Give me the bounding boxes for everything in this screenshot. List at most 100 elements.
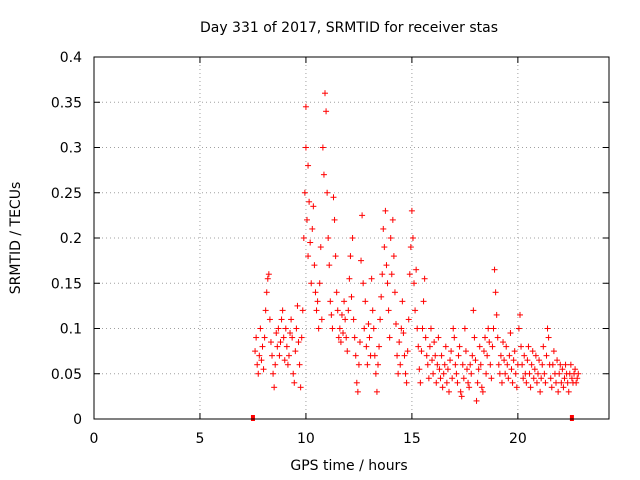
data-point (364, 361, 371, 368)
data-point (266, 316, 273, 323)
data-point (376, 343, 383, 350)
data-point (253, 334, 260, 341)
data-point (386, 334, 393, 341)
data-point (259, 343, 266, 350)
data-point (360, 280, 367, 287)
data-point (354, 388, 361, 395)
data-point (319, 144, 326, 151)
data-point (390, 253, 397, 260)
data-point (324, 189, 331, 196)
data-point (387, 235, 394, 241)
data-point (361, 325, 368, 332)
y-tick-label: 0.2 (60, 231, 82, 247)
data-point (406, 271, 413, 278)
data-point (558, 379, 565, 386)
data-point (378, 293, 385, 300)
data-point (467, 361, 474, 368)
data-point (478, 384, 485, 391)
data-point (275, 325, 282, 332)
x-tick-label: 15 (403, 431, 421, 447)
data-point (483, 370, 490, 377)
data-point (555, 388, 562, 395)
data-point (516, 311, 523, 318)
data-point (254, 361, 261, 368)
data-point (470, 307, 477, 314)
data-point (256, 352, 263, 359)
data-point (368, 275, 375, 282)
data-point (272, 361, 279, 368)
data-point (490, 325, 497, 332)
data-point (310, 203, 317, 210)
data-point (519, 361, 526, 368)
data-point (539, 361, 546, 368)
data-point (330, 194, 337, 201)
data-point (501, 357, 508, 364)
data-point (471, 334, 478, 341)
data-point (358, 257, 365, 264)
data-point (541, 370, 548, 377)
data-point (553, 379, 560, 386)
data-point (489, 343, 496, 350)
data-point (301, 189, 308, 196)
data-point (468, 370, 475, 377)
data-point (523, 379, 530, 386)
data-point (507, 330, 514, 337)
data-point (350, 316, 357, 323)
data-point (466, 384, 473, 391)
data-point (314, 298, 321, 305)
data-point (423, 352, 430, 359)
data-point (315, 325, 322, 332)
data-point (447, 357, 454, 364)
data-point (464, 366, 471, 373)
data-point (327, 298, 334, 305)
data-point (281, 357, 288, 364)
data-point (443, 379, 450, 386)
data-point (373, 388, 380, 395)
data-point (336, 325, 343, 332)
data-point (267, 339, 274, 346)
data-point (575, 370, 582, 377)
data-point (415, 343, 422, 350)
data-point (348, 293, 355, 300)
data-point (322, 90, 329, 97)
y-tick-label: 0.1 (60, 322, 82, 338)
data-point (269, 352, 276, 359)
data-point (279, 307, 286, 314)
data-point (302, 144, 309, 151)
data-point (538, 375, 545, 382)
data-point (453, 370, 460, 377)
data-point (452, 361, 459, 368)
data-point (338, 311, 345, 318)
data-point (556, 370, 563, 377)
data-point (349, 235, 356, 241)
data-point (394, 352, 401, 359)
data-point (544, 325, 551, 332)
data-point (454, 379, 461, 386)
data-point (351, 334, 358, 341)
data-point (424, 361, 431, 368)
data-point (383, 262, 390, 269)
data-point (413, 266, 420, 273)
data-point (434, 361, 441, 368)
data-point (372, 370, 379, 377)
data-point (337, 339, 344, 346)
data-point (355, 361, 362, 368)
data-point (393, 320, 400, 327)
data-point (257, 325, 264, 332)
data-point (316, 280, 323, 287)
data-span-marker (250, 415, 255, 421)
data-point (512, 370, 519, 377)
data-point (317, 244, 324, 251)
data-point (343, 334, 350, 341)
data-point (344, 348, 351, 355)
data-point (439, 384, 446, 391)
data-point (494, 334, 501, 341)
data-point (543, 352, 550, 359)
data-point (567, 361, 574, 368)
data-point (318, 316, 325, 323)
data-point (380, 225, 387, 232)
data-point (532, 352, 539, 359)
data-point (287, 330, 294, 337)
data-point (479, 388, 486, 395)
